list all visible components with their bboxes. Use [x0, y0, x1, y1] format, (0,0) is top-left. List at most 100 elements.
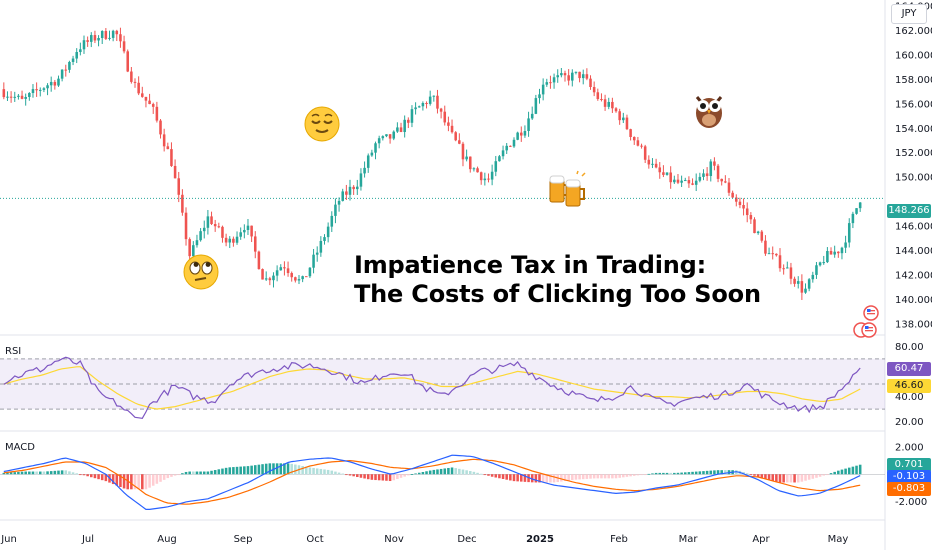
- candle: [800, 281, 804, 293]
- macd-histogram-bar: [818, 474, 822, 477]
- macd-pane[interactable]: [0, 454, 885, 510]
- macd-histogram-bar: [461, 469, 465, 475]
- candle: [753, 219, 756, 234]
- relieved-face-icon: [304, 106, 340, 142]
- candle: [432, 95, 436, 97]
- macd-histogram-bar: [130, 474, 133, 490]
- macd-histogram-bar: [760, 474, 764, 478]
- us-flag-event-icon[interactable]: [853, 322, 879, 338]
- candle: [786, 267, 789, 269]
- rsi-ma-line: [3, 366, 861, 410]
- candle: [512, 139, 516, 147]
- macd-histogram-bar: [192, 471, 195, 475]
- candle: [60, 69, 64, 79]
- candle: [257, 251, 261, 270]
- candle: [53, 81, 57, 86]
- macd-histogram-bar: [20, 471, 24, 475]
- macd-histogram-bar: [800, 474, 804, 482]
- macd-histogram-bar: [290, 463, 293, 475]
- us-flag-event-icon[interactable]: [863, 305, 879, 321]
- macd-histogram-bar: [283, 463, 286, 475]
- macd-histogram-bar: [858, 464, 862, 475]
- macd-histogram-bar: [308, 467, 312, 475]
- macd-histogram-bar: [796, 474, 800, 483]
- macd-histogram-bar: [439, 468, 443, 475]
- macd-histogram-bar: [647, 473, 651, 475]
- candle: [232, 238, 235, 243]
- macd-histogram-bar: [206, 471, 210, 475]
- candle: [450, 125, 454, 133]
- candle: [520, 132, 523, 136]
- candle: [104, 31, 108, 39]
- price-candles[interactable]: [0, 27, 885, 300]
- macd-histogram-bar: [253, 465, 257, 475]
- candle: [13, 96, 17, 98]
- macd-histogram-bar: [756, 474, 760, 477]
- candle: [436, 95, 439, 109]
- macd-histogram-bar: [232, 467, 235, 475]
- headline-line-2: The Costs of Clicking Too Soon: [354, 280, 761, 308]
- macd-histogram-bar: [665, 472, 669, 475]
- price-tick-label: 144.000: [895, 246, 932, 257]
- macd-histogram-bar: [516, 474, 519, 482]
- candle: [607, 101, 611, 107]
- candle: [38, 89, 42, 91]
- macd-histogram-bar: [636, 474, 640, 476]
- macd-histogram-bar: [490, 474, 494, 477]
- macd-histogram-bar: [574, 474, 578, 480]
- price-tick-label: 154.000: [895, 124, 932, 135]
- macd-histogram-bar: [487, 474, 490, 476]
- macd-histogram-bar: [366, 474, 370, 480]
- macd-histogram-bar: [512, 474, 516, 482]
- candle: [516, 132, 519, 140]
- macd-histogram-tag: 0.701: [887, 458, 931, 472]
- time-axis-label: Dec: [457, 534, 476, 545]
- candle: [206, 216, 210, 228]
- macd-title: MACD: [5, 442, 35, 453]
- candle: [410, 109, 414, 123]
- macd-histogram-bar: [111, 474, 115, 485]
- candle: [49, 81, 53, 86]
- time-axis-label: Sep: [234, 534, 253, 545]
- time-axis-label: Feb: [610, 534, 628, 545]
- macd-histogram-bar: [603, 474, 607, 479]
- macd-histogram-bar: [64, 470, 68, 475]
- candle: [662, 172, 665, 175]
- candle: [100, 31, 104, 38]
- macd-histogram-bar: [767, 474, 771, 480]
- candle: [97, 37, 100, 41]
- candle: [305, 276, 308, 278]
- macd-histogram-bar: [224, 467, 228, 475]
- candle: [694, 180, 698, 185]
- candle: [425, 103, 428, 105]
- candle: [618, 111, 621, 121]
- candle: [261, 269, 264, 280]
- macd-histogram-bar: [82, 474, 86, 476]
- candle: [24, 96, 27, 99]
- rsi-pane[interactable]: [0, 356, 885, 419]
- candle: [421, 103, 425, 107]
- macd-histogram-bar: [126, 474, 129, 490]
- macd-histogram-bar: [184, 471, 188, 475]
- rsi-ma-value-tag: 46.60: [887, 379, 931, 393]
- currency-label[interactable]: JPY: [891, 4, 927, 24]
- macd-histogram-bar: [122, 474, 126, 489]
- candle: [315, 252, 319, 255]
- candle: [275, 270, 279, 276]
- macd-histogram-bar: [396, 474, 399, 480]
- candle: [833, 251, 836, 255]
- candle: [574, 71, 578, 73]
- candle: [796, 281, 800, 284]
- macd-histogram-bar: [683, 472, 687, 475]
- candle: [428, 96, 432, 104]
- candle: [119, 34, 122, 42]
- price-tick-label: 150.000: [895, 173, 932, 184]
- rsi-value-tag: 60.47: [887, 362, 931, 376]
- candle: [396, 127, 399, 132]
- macd-histogram-bar: [202, 471, 206, 475]
- candle: [356, 186, 359, 190]
- macd-histogram-bar: [42, 471, 46, 475]
- candle: [341, 191, 344, 201]
- candle: [727, 182, 731, 193]
